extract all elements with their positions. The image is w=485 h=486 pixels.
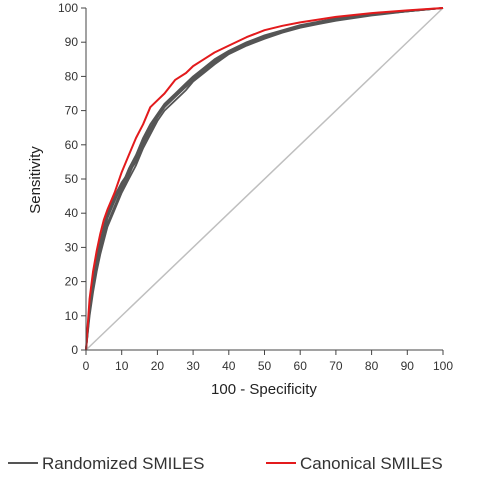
tick-labels: 0 10 20 30 40 50 60 70 80 90 100 0 10 20 30 40 50 60 70 80 9… <box>58 1 453 373</box>
x-tick-label: 90 <box>401 359 415 373</box>
legend: Randomized SMILES Canonical SMILES <box>8 454 443 473</box>
y-tick-label: 40 <box>65 206 79 220</box>
x-tick-label: 80 <box>365 359 379 373</box>
axes <box>81 7 444 355</box>
legend-label-canonical: Canonical SMILES <box>300 454 443 473</box>
y-axis-title: Sensitivity <box>27 146 44 214</box>
x-tick-label: 50 <box>258 359 272 373</box>
y-tick-label: 60 <box>65 138 79 152</box>
reference-diagonal <box>85 7 444 351</box>
x-axis-title: 100 - Specificity <box>211 381 317 398</box>
y-tick-label: 50 <box>65 172 79 186</box>
x-tick-label: 10 <box>115 359 129 373</box>
y-tick-label: 10 <box>65 309 79 323</box>
x-tick-label: 70 <box>329 359 343 373</box>
y-tick-label: 30 <box>65 240 79 254</box>
series-line-canonical <box>85 7 444 351</box>
y-tick-label: 70 <box>65 104 79 118</box>
y-tick-label: 0 <box>71 343 78 357</box>
x-tick-label: 40 <box>222 359 236 373</box>
y-tick-label: 90 <box>65 35 79 49</box>
y-tick-label: 100 <box>58 1 78 15</box>
x-tick-label: 60 <box>294 359 308 373</box>
x-tick-label: 0 <box>83 359 90 373</box>
y-tick-label: 80 <box>65 69 79 83</box>
series-line-randomized-5 <box>85 7 444 351</box>
y-tick-label: 20 <box>65 275 79 289</box>
x-tick-label: 30 <box>186 359 200 373</box>
x-tick-label: 20 <box>151 359 165 373</box>
legend-label-randomized: Randomized SMILES <box>42 454 205 473</box>
x-tick-label: 100 <box>433 359 453 373</box>
plot-area <box>85 7 444 351</box>
